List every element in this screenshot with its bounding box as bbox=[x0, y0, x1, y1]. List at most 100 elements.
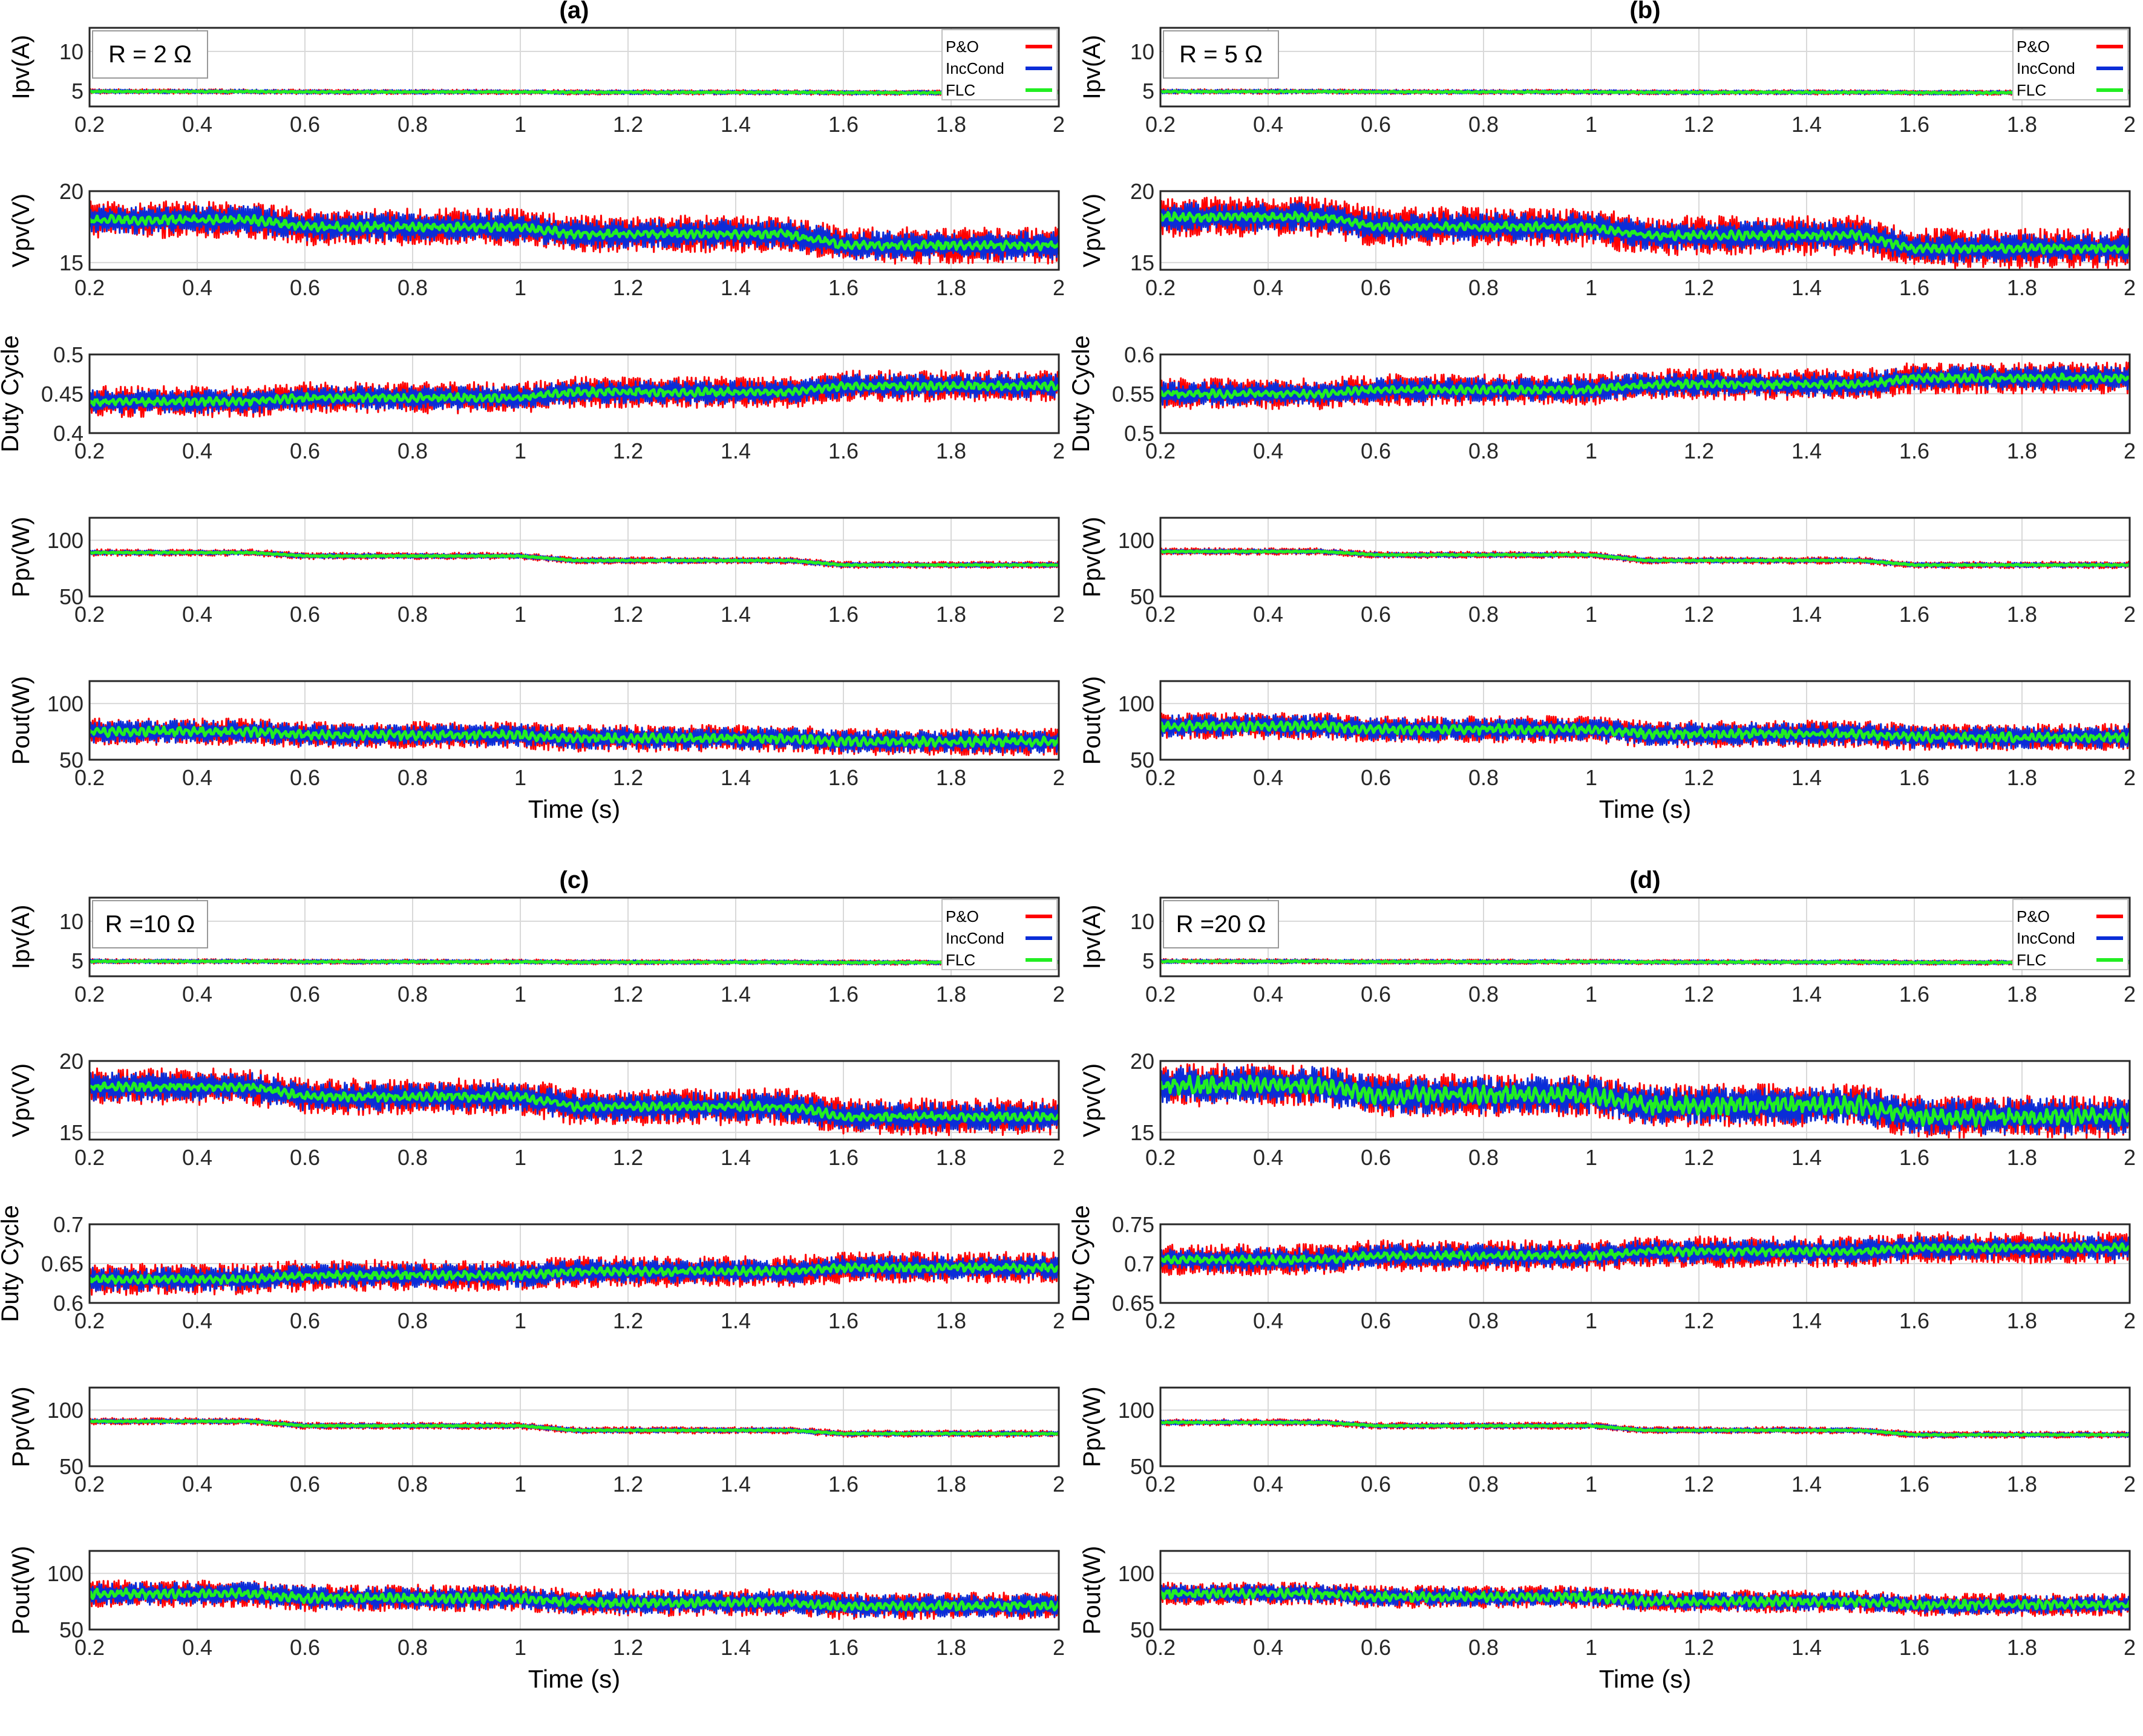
series-traces bbox=[1160, 1231, 2130, 1276]
x-tick-label: 2 bbox=[2124, 112, 2136, 137]
series-line-flc bbox=[90, 1081, 1059, 1123]
x-tick-label: 0.2 bbox=[1145, 439, 1176, 463]
series-line-inccond bbox=[90, 1581, 1059, 1619]
x-tick-label: 0.2 bbox=[1145, 982, 1176, 1007]
x-axis-label: Time (s) bbox=[528, 795, 620, 823]
subplot-pout-w: 0.2 0.4 0.6 0.8 1 1.2 1.4 1.6 1.8 2 50 100 Pout(W) Ti… bbox=[8, 1546, 1065, 1693]
x-tick-label: 0.8 bbox=[398, 765, 428, 790]
resistance-annotation-box bbox=[1163, 30, 1279, 79]
x-tick-label: 0.6 bbox=[1361, 765, 1391, 790]
x-tick-label: 1.4 bbox=[721, 602, 751, 627]
resistance-annotation-box bbox=[1163, 900, 1279, 948]
x-tick-label: 0.8 bbox=[1468, 112, 1499, 137]
x-tick-label: 0.2 bbox=[1145, 1145, 1176, 1170]
series-line-flc bbox=[1160, 1420, 2130, 1437]
x-tick-label: 0.2 bbox=[74, 1472, 105, 1496]
x-tick-label: 0.6 bbox=[1361, 602, 1391, 627]
x-tick-label: 0.6 bbox=[290, 275, 320, 300]
legend-box bbox=[2012, 29, 2128, 100]
x-tick-label: 0.2 bbox=[1145, 602, 1176, 627]
y-tick-label: 10 bbox=[59, 909, 83, 934]
axes-box bbox=[1159, 896, 2131, 977]
x-tick-label: 1 bbox=[514, 439, 526, 463]
x-tick-label: 1 bbox=[1585, 765, 1597, 790]
y-axis-label: Duty Cycle bbox=[1068, 335, 1094, 452]
x-tick-label: 1.4 bbox=[721, 982, 751, 1007]
subplot-vpv-v: 0.2 0.4 0.6 0.8 1 1.2 1.4 1.6 1.8 2 15 20 Vpv(V) bbox=[1079, 1049, 2136, 1170]
series-line-flc bbox=[1160, 549, 2130, 567]
y-tick-label: 100 bbox=[47, 691, 83, 716]
x-tick-label: 1.4 bbox=[721, 765, 751, 790]
x-tick-label: 1.6 bbox=[1899, 439, 1929, 463]
x-tick-label: 1.6 bbox=[828, 112, 859, 137]
x-tick-label: 0.2 bbox=[74, 602, 105, 627]
legend-label: P&O bbox=[2017, 907, 2050, 925]
y-tick-label: 10 bbox=[59, 39, 83, 64]
series-traces bbox=[90, 200, 1059, 265]
x-tick-label: 1.2 bbox=[1684, 1635, 1714, 1660]
plot-area bbox=[90, 518, 1059, 596]
x-tick-label: 1.2 bbox=[613, 982, 643, 1007]
x-tick-label: 0.2 bbox=[74, 112, 105, 137]
y-tick-label: 20 bbox=[1130, 1049, 1154, 1074]
y-tick-label: 15 bbox=[1130, 250, 1154, 275]
x-tick-label: 0.4 bbox=[1253, 1635, 1283, 1660]
x-tick-label: 0.4 bbox=[182, 1145, 212, 1170]
legend-label: P&O bbox=[2017, 38, 2050, 56]
y-tick-label: 50 bbox=[59, 1617, 83, 1642]
subplot-ipv-a: 0.2 0.4 0.6 0.8 1 1.2 1.4 1.6 1.8 2 5 10 Ipv(A) R =10… bbox=[8, 896, 1065, 1007]
x-tick-label: 0.8 bbox=[1468, 1635, 1499, 1660]
x-tick-label: 1.8 bbox=[936, 1472, 966, 1496]
panel-title: (b) bbox=[1629, 0, 1660, 24]
x-tick-label: 1 bbox=[1585, 275, 1597, 300]
x-tick-label: 1.4 bbox=[721, 275, 751, 300]
x-tick-label: 1.4 bbox=[1791, 1308, 1822, 1333]
subplot-vpv-v: 0.2 0.4 0.6 0.8 1 1.2 1.4 1.6 1.8 2 15 20 Vpv(V) bbox=[8, 1049, 1065, 1170]
x-tick-label: 1.8 bbox=[2007, 1145, 2037, 1170]
x-tick-label: 1.8 bbox=[2007, 982, 2037, 1007]
plot-area bbox=[90, 1388, 1059, 1466]
series-line-flc bbox=[90, 1262, 1059, 1285]
x-tick-label: 0.8 bbox=[1468, 1308, 1499, 1333]
y-tick-label: 10 bbox=[1130, 909, 1154, 934]
subplot-duty-cycle: 0.2 0.4 0.6 0.8 1 1.2 1.4 1.6 1.8 2 0.65 0.7 0.75 Dut… bbox=[1068, 1205, 2136, 1333]
legend: P&O IncCond FLC bbox=[2012, 29, 2128, 100]
x-tick-label: 2 bbox=[1053, 602, 1065, 627]
x-tick-label: 0.8 bbox=[398, 602, 428, 627]
y-axis-label: Duty Cycle bbox=[0, 335, 24, 452]
x-tick-label: 0.6 bbox=[1361, 1145, 1391, 1170]
x-tick-label: 0.2 bbox=[74, 1145, 105, 1170]
x-tick-label: 0.6 bbox=[1361, 439, 1391, 463]
x-tick-label: 2 bbox=[2124, 1635, 2136, 1660]
x-tick-label: 0.4 bbox=[1253, 112, 1283, 137]
x-tick-label: 1.8 bbox=[936, 1635, 966, 1660]
subplot-pout-w: 0.2 0.4 0.6 0.8 1 1.2 1.4 1.6 1.8 2 50 100 Pout(W) Ti… bbox=[1079, 1546, 2136, 1693]
x-tick-label: 0.6 bbox=[1361, 982, 1391, 1007]
x-tick-label: 2 bbox=[2124, 439, 2136, 463]
y-tick-label: 0.65 bbox=[41, 1251, 83, 1276]
x-tick-label: 1 bbox=[514, 1472, 526, 1496]
series-traces bbox=[1160, 196, 2130, 269]
x-tick-label: 1 bbox=[1585, 982, 1597, 1007]
y-tick-label: 100 bbox=[1118, 691, 1154, 716]
x-tick-label: 1 bbox=[1585, 439, 1597, 463]
series-traces bbox=[90, 717, 1059, 756]
x-tick-label: 1.4 bbox=[1791, 439, 1822, 463]
legend-box bbox=[2012, 899, 2128, 970]
series-traces bbox=[90, 88, 1059, 96]
y-tick-label: 100 bbox=[1118, 1398, 1154, 1423]
x-tick-label: 0.2 bbox=[1145, 1635, 1176, 1660]
series-line-inccond bbox=[1160, 714, 2130, 749]
x-tick-label: 0.8 bbox=[1468, 982, 1499, 1007]
y-axis-label: Duty Cycle bbox=[0, 1205, 24, 1322]
x-tick-label: 1 bbox=[1585, 1145, 1597, 1170]
x-tick-label: 0.8 bbox=[398, 439, 428, 463]
x-tick-label: 0.8 bbox=[1468, 1145, 1499, 1170]
series-traces bbox=[1160, 547, 2130, 570]
axes-box bbox=[88, 1386, 1060, 1467]
x-tick-label: 2 bbox=[2124, 275, 2136, 300]
x-tick-label: 2 bbox=[1053, 1145, 1065, 1170]
legend-label: IncCond bbox=[2017, 59, 2075, 77]
legend-label: FLC bbox=[946, 81, 975, 99]
